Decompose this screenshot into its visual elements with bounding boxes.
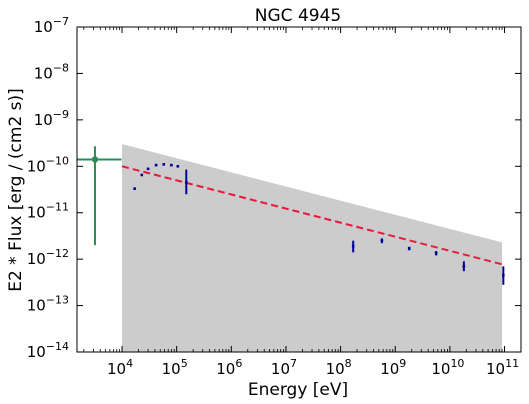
xray-data-point-marker (154, 163, 158, 167)
x-tick-label: 104 (107, 357, 133, 378)
y-tick-label: 10−11 (27, 201, 69, 222)
xray-data-point-marker (176, 164, 180, 168)
gamma-data-point-marker (462, 265, 466, 268)
y-tick-label: 10−12 (27, 247, 69, 268)
xray-data-point-marker (133, 187, 136, 190)
plot-frame (76, 26, 522, 353)
y-tick-label: 10−13 (27, 294, 69, 315)
gamma-data-point-marker (502, 273, 505, 277)
axes: 104 105 106 107 108 109 1010 1011 10−7 10−8 10−9 10… (27, 15, 522, 378)
gamma-data-point-4 (462, 261, 466, 272)
x-tick-label: 107 (271, 357, 297, 378)
gamma-data-point-marker (407, 247, 411, 250)
x-axis-label: Energy [eV] (248, 380, 348, 400)
chart-title: NGC 4945 (255, 6, 341, 26)
xray-data-point-5 (170, 163, 173, 167)
xray-data-point-marker (146, 167, 150, 171)
y-axis-label: E2 * Flux [erg / (cm2 s)] (6, 88, 26, 292)
y-tick-label: 10−8 (34, 61, 69, 82)
xray-data-point-7 (184, 169, 188, 195)
x-tick-label: 1010 (431, 357, 464, 378)
uncertainty-band (122, 144, 503, 352)
gamma-data-point-1 (380, 238, 384, 244)
xray-data-point-0 (133, 187, 136, 190)
xray-data-point-marker (184, 181, 188, 184)
x-tick-label: 105 (162, 357, 188, 378)
xray-data-point-6 (176, 164, 180, 168)
x-tick-label: 106 (216, 357, 242, 378)
green-data-point (77, 146, 122, 246)
y-tick-label: 10−9 (34, 108, 69, 129)
xray-data-point-marker (170, 163, 173, 167)
gamma-data-point-marker (434, 251, 438, 255)
xray-data-point-marker (140, 173, 144, 177)
x-tick-label: 1011 (486, 357, 519, 378)
xray-data-point-1 (140, 173, 144, 177)
gamma-data-point-marker (351, 244, 355, 248)
gamma-data-point-3 (434, 250, 438, 256)
gamma-data-point-2 (407, 246, 411, 251)
plot-area (77, 144, 505, 352)
y-tick-label: 10−7 (34, 15, 69, 36)
gamma-data-point-marker (380, 239, 384, 242)
y-tick-label: 10−10 (27, 154, 69, 175)
green-marker (91, 156, 99, 163)
xray-data-point-4 (162, 163, 166, 166)
xray-data-point-2 (146, 167, 150, 171)
gamma-data-point-5 (502, 266, 505, 285)
xray-data-point-3 (154, 163, 158, 167)
y-tick-label: 10−14 (27, 340, 69, 361)
x-tick-label: 109 (380, 357, 406, 378)
x-tick-label: 108 (326, 357, 352, 378)
xray-data-point-marker (162, 163, 166, 166)
gamma-data-point-0 (351, 240, 355, 253)
